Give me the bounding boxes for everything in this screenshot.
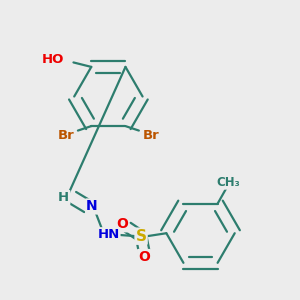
Text: O: O [116, 217, 128, 231]
Text: HN: HN [97, 228, 119, 241]
Text: S: S [136, 229, 147, 244]
Text: O: O [138, 250, 150, 264]
Text: CH₃: CH₃ [216, 176, 240, 189]
Text: Br: Br [58, 128, 74, 142]
Text: N: N [86, 200, 98, 214]
Text: HO: HO [42, 53, 64, 66]
Text: H: H [58, 191, 69, 204]
Text: Br: Br [142, 128, 159, 142]
